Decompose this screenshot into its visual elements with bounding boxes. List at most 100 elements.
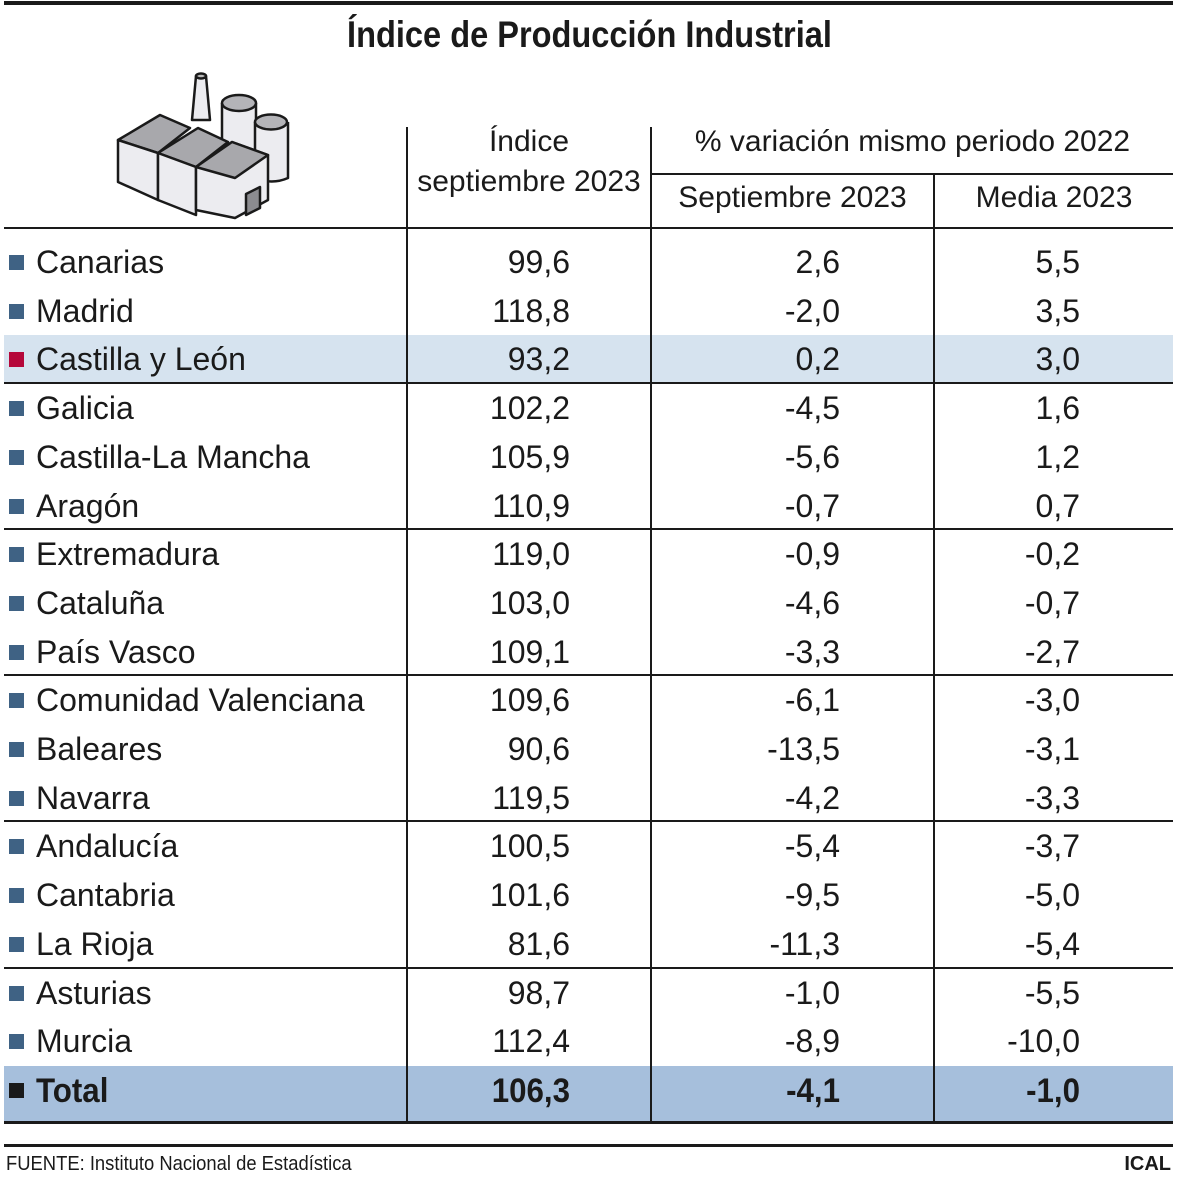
sept-variation-value: -4,6 bbox=[784, 584, 840, 621]
indice-value: 119,5 bbox=[492, 779, 570, 816]
region-marker-icon bbox=[9, 888, 24, 904]
media-variation-value: 5,5 bbox=[1035, 244, 1080, 280]
factory-icon bbox=[116, 72, 290, 220]
region-name: La Rioja bbox=[36, 925, 154, 962]
header-indice: Índice septiembre 2023 bbox=[408, 122, 650, 202]
media-variation-value: -5,0 bbox=[1024, 877, 1080, 914]
header-rule bbox=[4, 227, 1173, 229]
region-marker-icon bbox=[9, 936, 24, 952]
media-variation-value: -5,4 bbox=[1024, 925, 1080, 962]
table-row: Andalucía 100,5 -5,4 -3,7 bbox=[4, 822, 1173, 871]
indice-value: 106,3 bbox=[491, 1071, 570, 1110]
region-name: Madrid bbox=[36, 292, 134, 329]
sept-variation-value: -5,4 bbox=[784, 828, 840, 865]
region-name: Baleares bbox=[36, 731, 163, 767]
sept-variation-value: -2,0 bbox=[784, 292, 840, 329]
sept-variation-value: -4,5 bbox=[784, 390, 840, 427]
region-name: País Vasco bbox=[36, 633, 196, 670]
page-title: Índice de Producción Industrial bbox=[347, 14, 832, 55]
region-marker-icon bbox=[9, 303, 24, 319]
region-marker-icon bbox=[9, 547, 24, 563]
region-name: Extremadura bbox=[36, 536, 220, 573]
group-divider bbox=[4, 674, 1173, 677]
sept-variation-value: -3,3 bbox=[784, 633, 840, 670]
region-name: Castilla-La Mancha bbox=[36, 438, 310, 475]
indice-value: 112,4 bbox=[492, 1023, 570, 1060]
column-divider bbox=[650, 127, 652, 1123]
sept-variation-value: -11,3 bbox=[769, 925, 840, 962]
sept-variation-value: -4,2 bbox=[784, 779, 840, 816]
total-row: Total 106,3 -4,1 -1,0 bbox=[4, 1065, 1173, 1122]
indice-value: 101,6 bbox=[489, 877, 570, 914]
region-marker-icon bbox=[9, 1034, 24, 1050]
footer-rule bbox=[4, 1144, 1173, 1147]
media-variation-value: -2,7 bbox=[1024, 633, 1080, 670]
region-marker-icon bbox=[9, 742, 24, 757]
region-name: Castilla y León bbox=[36, 341, 246, 378]
indice-value: 103,0 bbox=[489, 584, 570, 621]
media-variation-value: -10,0 bbox=[1007, 1023, 1080, 1060]
table-row: Cataluña 103,0 -4,6 -0,7 bbox=[4, 579, 1173, 628]
sept-variation-value: -8,9 bbox=[784, 1023, 840, 1060]
header-media: Media 2023 bbox=[975, 181, 1133, 214]
table-row: Castilla y León 93,2 0,2 3,0 bbox=[4, 335, 1173, 385]
table-row: Murcia 112,4 -8,9 -10,0 bbox=[4, 1017, 1173, 1066]
region-name: Aragón bbox=[36, 487, 140, 524]
media-variation-value: 0,7 bbox=[1035, 487, 1080, 524]
media-variation-value: -0,2 bbox=[1024, 536, 1080, 573]
sept-variation-value: -4,1 bbox=[786, 1071, 840, 1110]
region-marker-icon bbox=[9, 790, 24, 806]
header-indice-line2: septiembre 2023 bbox=[417, 165, 641, 198]
media-variation-value: -3,0 bbox=[1024, 682, 1080, 719]
media-variation-value: -5,5 bbox=[1024, 974, 1080, 1011]
region-marker-icon bbox=[9, 449, 24, 465]
header-subrule bbox=[651, 173, 1173, 175]
region-name: Asturias bbox=[36, 974, 152, 1011]
media-variation-value: 1,6 bbox=[1035, 390, 1080, 427]
media-variation-value: -3,7 bbox=[1024, 828, 1080, 865]
group-divider bbox=[4, 966, 1173, 969]
region-name: Comunidad Valenciana bbox=[36, 682, 365, 719]
sept-variation-value: -9,5 bbox=[784, 877, 840, 914]
table-row: Asturias 98,7 -1,0 -5,5 bbox=[4, 969, 1173, 1018]
media-variation-value: 3,5 bbox=[1035, 292, 1080, 329]
indice-value: 99,6 bbox=[507, 244, 570, 280]
indice-value: 102,2 bbox=[489, 390, 570, 427]
sept-variation-value: -0,9 bbox=[784, 536, 840, 573]
table-row: Castilla-La Mancha 105,9 -5,6 1,2 bbox=[4, 433, 1173, 482]
sept-variation-value: -1,0 bbox=[784, 974, 840, 1011]
table-bottom-rule bbox=[4, 1120, 1173, 1124]
header-indice-line1: Índice bbox=[488, 125, 570, 158]
indice-value: 81,6 bbox=[507, 925, 570, 962]
region-name: Galicia bbox=[36, 390, 134, 427]
credit: ICAL bbox=[1124, 1153, 1171, 1175]
indice-value: 100,5 bbox=[489, 828, 570, 865]
column-divider bbox=[406, 127, 408, 1123]
media-variation-value: 3,0 bbox=[1035, 341, 1080, 378]
region-name: Navarra bbox=[36, 779, 150, 816]
media-variation-value: -1,0 bbox=[1026, 1071, 1080, 1110]
sept-variation-value: -13,5 bbox=[767, 731, 840, 767]
region-name: Cantabria bbox=[36, 877, 175, 914]
indice-value: 93,2 bbox=[507, 341, 570, 378]
indice-value: 109,6 bbox=[489, 682, 570, 719]
column-divider bbox=[933, 174, 935, 1123]
table-row: Navarra 119,5 -4,2 -3,3 bbox=[4, 774, 1173, 823]
region-name: Cataluña bbox=[36, 584, 165, 621]
indice-value: 118,8 bbox=[492, 292, 570, 329]
table-row: Madrid 118,8 -2,0 3,5 bbox=[4, 287, 1173, 336]
sept-variation-value: -5,6 bbox=[784, 438, 840, 475]
media-variation-value: -3,1 bbox=[1024, 731, 1080, 767]
region-marker-icon bbox=[9, 839, 24, 855]
indice-value: 105,9 bbox=[489, 438, 570, 475]
sept-variation-value: 0,2 bbox=[795, 341, 840, 378]
region-name: Total bbox=[36, 1071, 109, 1110]
table-row: Cantabria 101,6 -9,5 -5,0 bbox=[4, 871, 1173, 920]
table-row: La Rioja 81,6 -11,3 -5,4 bbox=[4, 920, 1173, 969]
region-name: Murcia bbox=[36, 1023, 133, 1060]
table-row: País Vasco 109,1 -3,3 -2,7 bbox=[4, 628, 1173, 677]
indice-value: 98,7 bbox=[507, 974, 570, 1011]
region-marker-icon bbox=[9, 255, 24, 270]
region-marker-icon bbox=[9, 985, 24, 1001]
region-marker-icon bbox=[9, 1082, 24, 1098]
